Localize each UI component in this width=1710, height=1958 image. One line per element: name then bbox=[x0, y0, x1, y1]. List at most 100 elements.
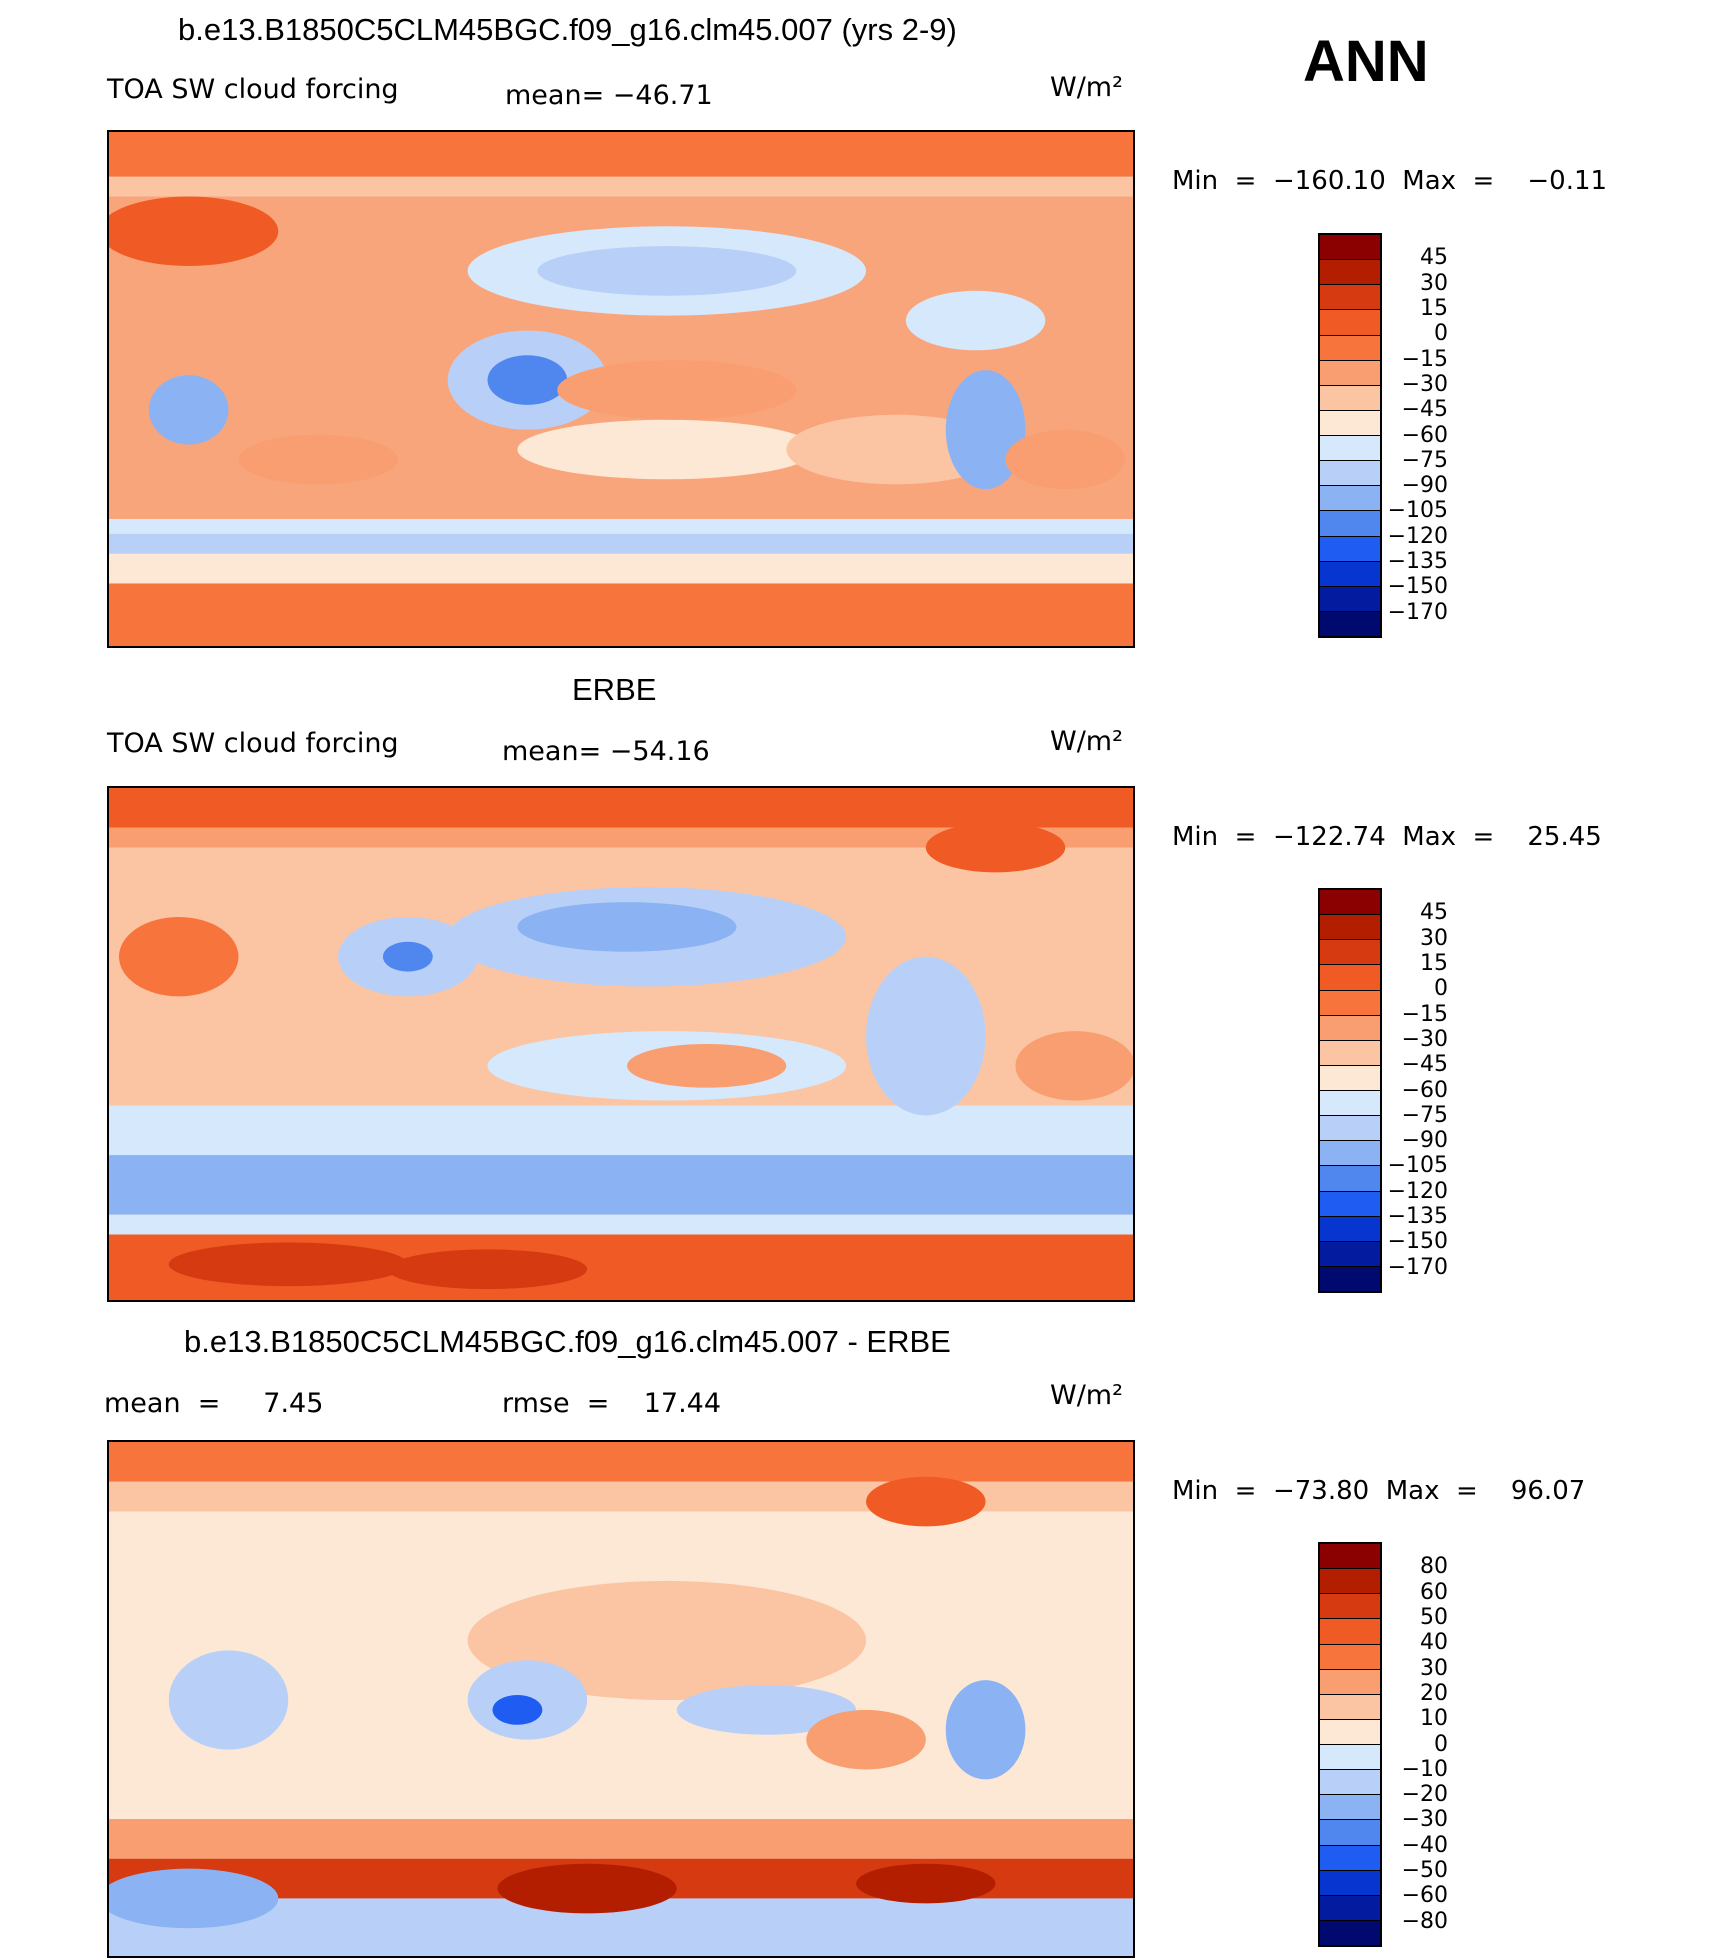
colorbar-3 bbox=[1318, 1542, 1382, 1947]
colorbar-tick-label: −90 bbox=[1401, 1128, 1448, 1154]
colorbar-swatch bbox=[1320, 360, 1380, 386]
colorbar-tick-label: −150 bbox=[1387, 1229, 1448, 1255]
colorbar-swatch bbox=[1320, 1091, 1380, 1117]
colorbar-tick-label: 0 bbox=[1434, 976, 1448, 1002]
panel3-mean: mean = 7.45 bbox=[104, 1388, 324, 1419]
panel1-left-label: TOA SW cloud forcing bbox=[107, 74, 399, 105]
colorbar-tick-label: 10 bbox=[1420, 1706, 1448, 1732]
colorbar-swatch bbox=[1320, 285, 1380, 311]
colorbar-swatch bbox=[1320, 1266, 1380, 1291]
colorbar-tick-label: −105 bbox=[1387, 1153, 1448, 1179]
panel3-rmse: rmse = 17.44 bbox=[502, 1388, 722, 1419]
colorbar-swatch bbox=[1320, 486, 1380, 512]
panel1-units: W/m² bbox=[1050, 72, 1123, 103]
model-map-svg bbox=[109, 132, 1133, 646]
colorbar-tick-label: −50 bbox=[1401, 1858, 1448, 1884]
colorbar-tick-label: 30 bbox=[1420, 1655, 1448, 1681]
colorbar-swatch bbox=[1320, 1719, 1380, 1745]
colorbar-swatch bbox=[1320, 915, 1380, 941]
colorbar-swatch bbox=[1320, 335, 1380, 361]
colorbar-tick-label: −170 bbox=[1387, 599, 1448, 625]
colorbar-swatch bbox=[1320, 561, 1380, 587]
colorbar-swatch bbox=[1320, 235, 1380, 261]
colorbar-swatch bbox=[1320, 1166, 1380, 1192]
colorbar-swatch bbox=[1320, 1669, 1380, 1695]
colorbar-tick-label: 0 bbox=[1434, 1731, 1448, 1757]
colorbar-swatch bbox=[1320, 1820, 1380, 1846]
colorbar-tick-label: −15 bbox=[1401, 346, 1448, 372]
colorbar-tick-label: −120 bbox=[1387, 1178, 1448, 1204]
panel2-minmax: Min = −122.74 Max = 25.45 bbox=[1172, 822, 1602, 852]
colorbar-swatch bbox=[1320, 1870, 1380, 1896]
colorbar-swatch bbox=[1320, 1619, 1380, 1645]
colorbar-swatch bbox=[1320, 940, 1380, 966]
colorbar-tick-label: −20 bbox=[1401, 1782, 1448, 1808]
colorbar-swatch bbox=[1320, 965, 1380, 991]
colorbar-swatch bbox=[1320, 310, 1380, 336]
colorbar-swatch bbox=[1320, 1569, 1380, 1595]
colorbar-swatch bbox=[1320, 260, 1380, 286]
colorbar-swatch bbox=[1320, 1216, 1380, 1242]
colorbar-tick-label: 80 bbox=[1420, 1554, 1448, 1580]
colorbar-tick-label: −60 bbox=[1401, 1077, 1448, 1103]
colorbar-swatch bbox=[1320, 536, 1380, 562]
colorbar-tick-label: −30 bbox=[1401, 1807, 1448, 1833]
panel1-title: b.e13.B1850C5CLM45BGC.f09_g16.clm45.007 … bbox=[178, 12, 957, 47]
colorbar-tick-label: −135 bbox=[1387, 1204, 1448, 1230]
colorbar-2 bbox=[1318, 888, 1382, 1293]
colorbar-swatch bbox=[1320, 611, 1380, 636]
model-map bbox=[107, 130, 1135, 648]
panel2-mean: mean= −54.16 bbox=[502, 736, 710, 767]
colorbar-tick-label: 60 bbox=[1420, 1579, 1448, 1605]
erbe-map bbox=[107, 786, 1135, 1302]
colorbar-swatch bbox=[1320, 1644, 1380, 1670]
colorbar-tick-label: 50 bbox=[1420, 1604, 1448, 1630]
colorbar-tick-label: −10 bbox=[1401, 1756, 1448, 1782]
panel2-left-label: TOA SW cloud forcing bbox=[107, 728, 399, 759]
colorbar-tick-label: −40 bbox=[1401, 1832, 1448, 1858]
colorbar-swatch bbox=[1320, 385, 1380, 411]
colorbar-tick-label: −120 bbox=[1387, 523, 1448, 549]
colorbar-tick-label: −170 bbox=[1387, 1254, 1448, 1280]
colorbar-tick-label: 0 bbox=[1434, 321, 1448, 347]
colorbar-swatch bbox=[1320, 1116, 1380, 1142]
colorbar-tick-label: −75 bbox=[1401, 447, 1448, 473]
colorbar-tick-label: 30 bbox=[1420, 925, 1448, 951]
colorbar-tick-label: −30 bbox=[1401, 1026, 1448, 1052]
colorbar-tick-label: −105 bbox=[1387, 498, 1448, 524]
erbe-map-svg bbox=[109, 788, 1133, 1300]
colorbar-tick-label: 15 bbox=[1420, 950, 1448, 976]
panel3-title: b.e13.B1850C5CLM45BGC.f09_g16.clm45.007 … bbox=[184, 1324, 951, 1359]
colorbar-tick-label: −45 bbox=[1401, 1052, 1448, 1078]
colorbar-tick-label: −45 bbox=[1401, 397, 1448, 423]
colorbar-swatch bbox=[1320, 1241, 1380, 1267]
colorbar-swatch bbox=[1320, 461, 1380, 487]
panel3-minmax: Min = −73.80 Max = 96.07 bbox=[1172, 1476, 1586, 1506]
colorbar-tick-label: −30 bbox=[1401, 371, 1448, 397]
colorbar-swatch bbox=[1320, 1694, 1380, 1720]
colorbar-swatch bbox=[1320, 410, 1380, 436]
colorbar-tick-label: 45 bbox=[1420, 245, 1448, 271]
panel2-title: ERBE bbox=[572, 672, 657, 707]
colorbar-swatch bbox=[1320, 1895, 1380, 1921]
colorbar-1 bbox=[1318, 233, 1382, 638]
colorbar-tick-label: −135 bbox=[1387, 549, 1448, 575]
diff-map bbox=[107, 1440, 1135, 1958]
colorbar-swatch bbox=[1320, 1594, 1380, 1620]
season-label: ANN bbox=[1303, 29, 1429, 94]
colorbar-swatch bbox=[1320, 1065, 1380, 1091]
colorbar-swatch bbox=[1320, 1040, 1380, 1066]
colorbar-swatch bbox=[1320, 1141, 1380, 1167]
panel1-minmax: Min = −160.10 Max = −0.11 bbox=[1172, 166, 1608, 196]
colorbar-swatch bbox=[1320, 1770, 1380, 1796]
colorbar-swatch bbox=[1320, 890, 1380, 916]
colorbar-tick-label: −60 bbox=[1401, 422, 1448, 448]
colorbar-swatch bbox=[1320, 1191, 1380, 1217]
panel3-units: W/m² bbox=[1050, 1380, 1123, 1411]
colorbar-tick-label: −75 bbox=[1401, 1102, 1448, 1128]
colorbar-tick-label: 15 bbox=[1420, 295, 1448, 321]
colorbar-tick-label: 45 bbox=[1420, 900, 1448, 926]
colorbar-swatch bbox=[1320, 1845, 1380, 1871]
colorbar-swatch bbox=[1320, 586, 1380, 612]
colorbar-swatch bbox=[1320, 511, 1380, 537]
